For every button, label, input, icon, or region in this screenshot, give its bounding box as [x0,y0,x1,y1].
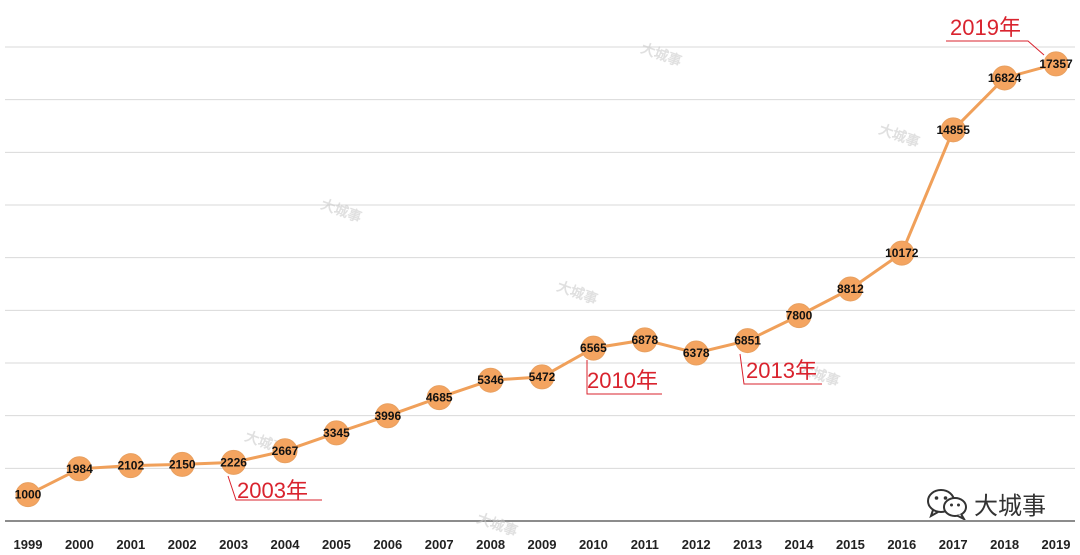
data-label: 6565 [580,341,607,355]
x-tick-label: 2003 [219,537,248,552]
annotation-2003: 2003年 [227,475,322,503]
x-tick-label: 2017 [939,537,968,552]
x-tick-label: 2002 [168,537,197,552]
data-point [632,327,658,353]
data-point [683,340,709,366]
data-point [940,117,966,143]
data-point [15,482,41,508]
data-point [169,451,195,477]
data-label: 8812 [837,282,864,296]
annotations: 2003年 2010年 2013年 2019年 [227,15,1045,503]
data-point [786,303,812,329]
x-tick-label: 2005 [322,537,351,552]
data-point [426,385,452,411]
x-tick-label: 2004 [271,537,301,552]
data-point [323,420,349,446]
x-tick-label: 2018 [990,537,1019,552]
watermark-text: 大城事 [639,40,684,69]
x-tick-label: 1999 [14,537,43,552]
x-tick-label: 2000 [65,537,94,552]
data-label: 1984 [66,462,93,476]
annotation-text: 2010年 [587,368,658,393]
brand-name: 大城事 [974,493,1046,520]
x-tick-label: 2008 [476,537,505,552]
x-tick-label: 2006 [373,537,402,552]
annotation-leader [946,40,1045,56]
annotation-text: 2003年 [237,478,308,503]
data-label: 5346 [477,373,504,387]
data-point [1043,51,1069,77]
watermark-text: 大城事 [555,278,600,307]
x-tick-label: 2014 [785,537,815,552]
data-point [478,367,504,393]
data-point [580,335,606,361]
data-label: 2150 [169,457,196,471]
data-label: 4685 [426,391,453,405]
data-label: 7800 [786,309,813,323]
x-tick-label: 2007 [425,537,454,552]
x-tick-label: 2019 [1042,537,1071,552]
x-tick-label: 2012 [682,537,711,552]
watermark-text: 大城事 [877,121,922,150]
x-tick-label: 2009 [528,537,557,552]
data-label: 16824 [988,71,1022,85]
annotation-2013: 2013年 [739,353,822,385]
x-tick-label: 2001 [116,537,145,552]
annotation-text: 2013年 [746,358,817,383]
data-point [529,364,555,390]
x-tick-label: 2015 [836,537,865,552]
data-labels: 1000 1984 2102 2150 2226 2667 3345 3996 4685 5346… [15,57,1073,502]
data-label: 17357 [1039,57,1073,71]
data-point [735,328,761,354]
watermark-text: 大城事 [475,510,520,539]
x-tick-label: 2011 [631,537,659,552]
x-axis-ticks: 1999 2000 2001 2002 2003 2004 2005 2006 2007 2008… [14,537,1071,552]
data-point [992,65,1018,91]
annotation-2010: 2010年 [586,360,662,395]
x-tick-label: 2016 [887,537,916,552]
data-label: 10172 [885,246,919,260]
data-label: 6378 [683,346,710,360]
data-label: 3345 [323,426,350,440]
annotation-leader [739,353,822,385]
wechat-icon [927,488,967,520]
data-label: 2102 [117,459,144,473]
annotation-text: 2019年 [950,15,1021,40]
data-point [272,438,298,464]
data-label: 6851 [734,334,761,348]
data-label: 14855 [937,123,971,137]
data-point [889,240,915,266]
data-point [837,276,863,302]
gridlines [5,46,1075,522]
x-tick-label: 2010 [579,537,608,552]
data-label: 2667 [272,444,299,458]
data-label: 5472 [529,370,556,384]
annotation-2019: 2019年 [946,15,1045,56]
x-tick-label: 2013 [733,537,762,552]
annotation-leader [586,360,662,395]
brand-badge: 大城事 [926,486,1046,521]
data-label: 2226 [220,455,247,469]
data-label: 6878 [631,333,658,347]
data-point [118,453,144,479]
data-point [66,456,92,482]
watermark-text: 大城事 [319,196,364,225]
data-label: 1000 [15,488,42,502]
annotation-leader [227,475,322,501]
data-point [375,403,401,429]
data-label: 3996 [374,409,401,423]
series [15,51,1069,508]
data-point [221,449,247,475]
